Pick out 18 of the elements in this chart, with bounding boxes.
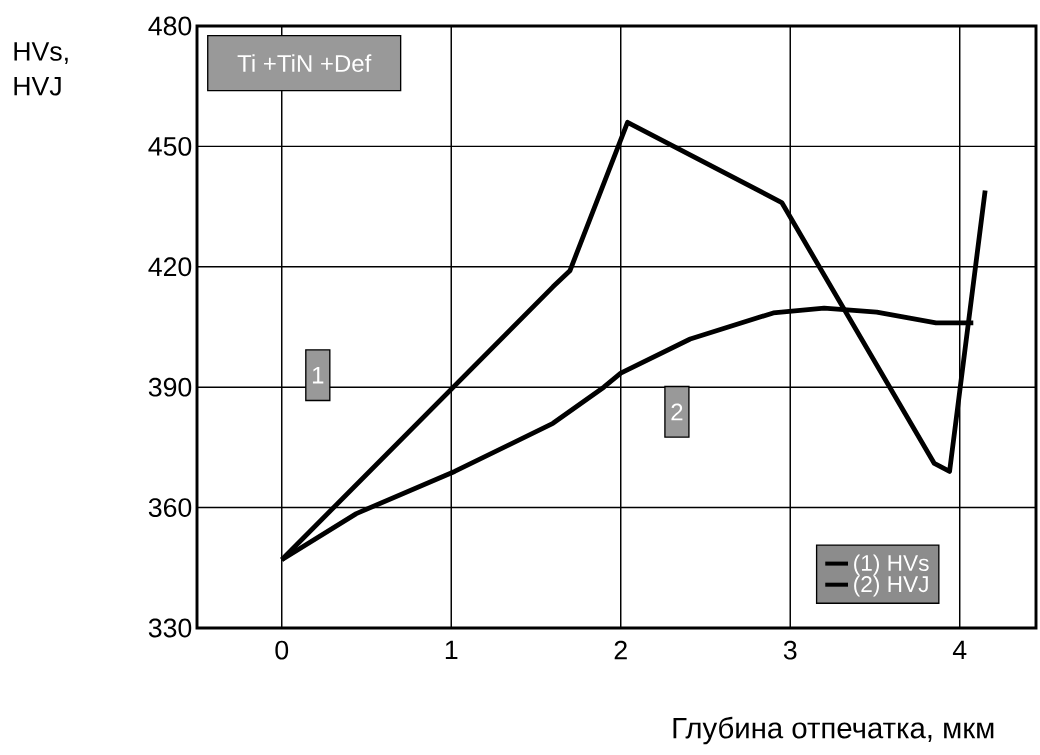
y-tick-label: 480 — [148, 16, 192, 36]
y-tick-label: 420 — [148, 257, 192, 277]
x-tick-label: 4 — [952, 640, 967, 660]
legend-label: (1) HVs — [854, 554, 929, 576]
x-tick-label: 3 — [783, 640, 797, 660]
annotation: Ti +TiN +Def — [237, 54, 372, 72]
legend-label: (2) HVJ — [854, 575, 928, 597]
y-tick-label: 390 — [148, 377, 192, 397]
y-tick-label: 330 — [148, 618, 192, 638]
y-tick-label: 360 — [148, 498, 192, 518]
x-axis-title: Глубина отпечатка, мкм — [673, 716, 994, 745]
annotation: 1 — [312, 366, 324, 384]
y-tick-label: 450 — [148, 136, 192, 156]
x-tick-label: 2 — [614, 640, 627, 660]
annotation: 2 — [671, 403, 683, 421]
x-tick-label: 1 — [445, 640, 458, 660]
y-axis-title: HVs, HVJ — [14, 42, 68, 96]
x-tick-label: 0 — [275, 640, 289, 660]
